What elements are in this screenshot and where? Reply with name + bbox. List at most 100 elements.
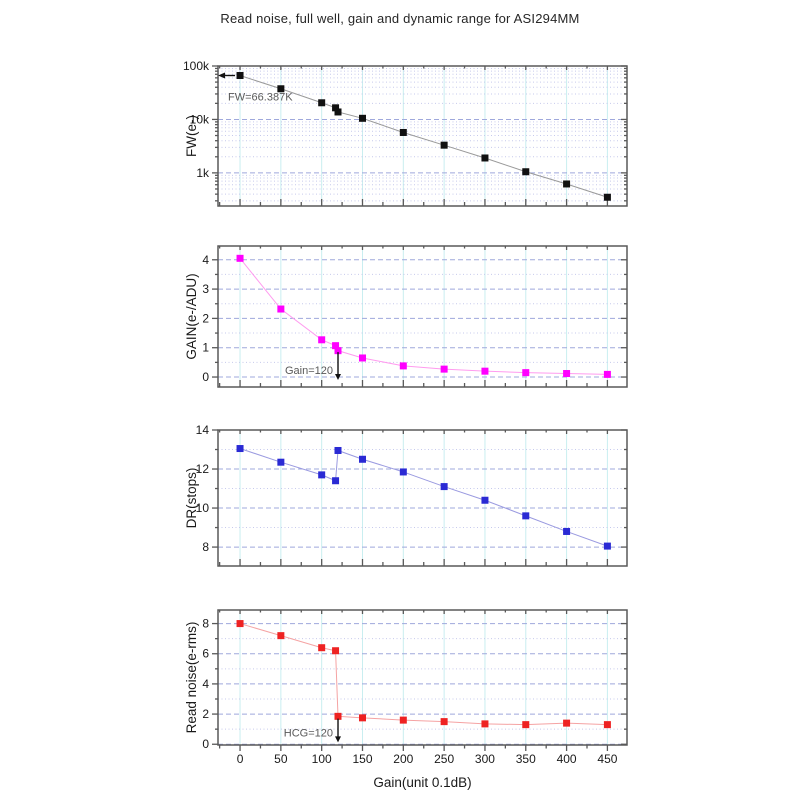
data-point-marker bbox=[481, 154, 489, 162]
dynamic-range-points bbox=[236, 445, 611, 550]
data-point-marker bbox=[440, 365, 448, 373]
data-point-marker bbox=[358, 114, 366, 122]
data-point-marker bbox=[277, 305, 285, 313]
full-well-panel: 1k 10k 100k FW=66.387K FW(e-) bbox=[183, 59, 628, 207]
x-tick-label: 100 bbox=[312, 752, 332, 766]
full-well-ylabel: FW(e-) bbox=[184, 115, 199, 157]
data-point-marker bbox=[236, 620, 244, 628]
data-point-marker bbox=[481, 496, 489, 504]
full-well-line bbox=[239, 75, 608, 198]
x-tick-label: 50 bbox=[274, 752, 288, 766]
major-gridlines bbox=[218, 623, 627, 745]
data-point-marker bbox=[277, 458, 285, 466]
major-gridlines bbox=[218, 65, 627, 174]
data-point-marker bbox=[563, 527, 571, 535]
data-point-marker bbox=[481, 367, 489, 375]
data-point-marker bbox=[358, 714, 366, 722]
y-tick-label: 1k bbox=[196, 166, 210, 180]
data-point-marker bbox=[332, 647, 340, 655]
x-tick-label: 400 bbox=[557, 752, 577, 766]
tick-marks bbox=[212, 429, 627, 566]
read-noise-points bbox=[236, 620, 611, 729]
x-tick-label: 300 bbox=[475, 752, 495, 766]
y-tick-label: 10k bbox=[190, 112, 210, 126]
full-well-annotation: FW=66.387K bbox=[218, 72, 293, 104]
data-point-marker bbox=[318, 644, 326, 652]
x-axis-title: Gain(unit 0.1dB) bbox=[373, 775, 471, 790]
y-tick-label: 4 bbox=[202, 253, 209, 267]
plot-frame bbox=[217, 429, 628, 567]
annotation-text: FW=66.387K bbox=[228, 92, 293, 104]
gain-points bbox=[236, 254, 611, 378]
y-tick-label: 2 bbox=[202, 707, 209, 721]
vertical-gridlines bbox=[239, 430, 608, 566]
y-tick-label: 2 bbox=[202, 311, 209, 325]
data-point-marker bbox=[236, 254, 244, 262]
x-tick-label: 450 bbox=[597, 752, 617, 766]
y-tick-label: 6 bbox=[202, 647, 209, 661]
y-tick-label: 14 bbox=[196, 423, 210, 437]
data-point-marker bbox=[522, 168, 530, 176]
read-noise-ylabel: Read noise(e-rms) bbox=[184, 622, 199, 734]
data-point-marker bbox=[334, 446, 342, 454]
data-point-marker bbox=[399, 716, 407, 724]
dynamic-range-panel: 8 10 12 14 DR(stops) bbox=[184, 423, 628, 567]
y-tick-label: 10 bbox=[196, 501, 210, 515]
annotation-text: Gain=120 bbox=[285, 365, 333, 377]
plot-frame bbox=[217, 245, 628, 388]
data-point-marker bbox=[603, 370, 611, 378]
dynamic-range-line bbox=[239, 448, 608, 547]
tick-marks bbox=[212, 65, 627, 206]
data-point-marker bbox=[603, 721, 611, 729]
y-tick-label: 3 bbox=[202, 282, 209, 296]
gain-panel: 0 1 2 3 4 Gain=120 GAIN(e-/ADU) bbox=[184, 245, 628, 388]
x-tick-label: 150 bbox=[352, 752, 372, 766]
data-point-marker bbox=[334, 108, 342, 116]
gain-ylabel: GAIN(e-/ADU) bbox=[184, 273, 199, 359]
y-tick-label: 1 bbox=[202, 341, 209, 355]
data-point-marker bbox=[522, 369, 530, 377]
data-point-marker bbox=[334, 712, 342, 720]
data-point-marker bbox=[318, 336, 326, 344]
read-noise-line bbox=[239, 623, 608, 726]
data-point-marker bbox=[563, 370, 571, 378]
data-point-marker bbox=[236, 445, 244, 453]
x-tick-label: 250 bbox=[434, 752, 454, 766]
chart-title: Read noise, full well, gain and dynamic … bbox=[220, 11, 580, 26]
read-noise-panel: 0 2 4 6 8 HCG=120 Read noise(e-rms) bbox=[184, 609, 628, 751]
data-point-marker bbox=[440, 718, 448, 726]
data-point-marker bbox=[603, 542, 611, 550]
data-point-marker bbox=[332, 104, 340, 112]
data-point-marker bbox=[277, 85, 285, 93]
data-point-marker bbox=[236, 72, 244, 80]
data-point-marker bbox=[522, 512, 530, 520]
plot-frame bbox=[217, 609, 628, 746]
data-point-marker bbox=[399, 468, 407, 476]
tick-marks bbox=[212, 246, 627, 387]
data-point-marker bbox=[332, 477, 340, 485]
data-point-marker bbox=[563, 180, 571, 188]
x-tick-label: 350 bbox=[516, 752, 536, 766]
vertical-gridlines bbox=[239, 610, 608, 745]
x-tick-label: 0 bbox=[237, 752, 244, 766]
y-tick-label: 12 bbox=[196, 462, 210, 476]
y-tick-label: 8 bbox=[202, 617, 209, 631]
data-point-marker bbox=[440, 483, 448, 491]
y-tick-label: 0 bbox=[202, 370, 209, 384]
y-tick-label: 0 bbox=[202, 737, 209, 751]
gain-line bbox=[239, 257, 608, 375]
tick-marks bbox=[212, 610, 627, 751]
data-point-marker bbox=[563, 719, 571, 727]
data-point-marker bbox=[318, 99, 326, 107]
data-point-marker bbox=[603, 193, 611, 201]
y-tick-label: 8 bbox=[202, 540, 209, 554]
major-gridlines bbox=[218, 259, 627, 378]
data-point-marker bbox=[399, 128, 407, 136]
gain-annotation: Gain=120 bbox=[285, 352, 342, 380]
x-tick-label: 200 bbox=[393, 752, 413, 766]
read-noise-annotation: HCG=120 bbox=[284, 718, 342, 743]
data-point-marker bbox=[277, 632, 285, 640]
data-point-marker bbox=[318, 471, 326, 479]
